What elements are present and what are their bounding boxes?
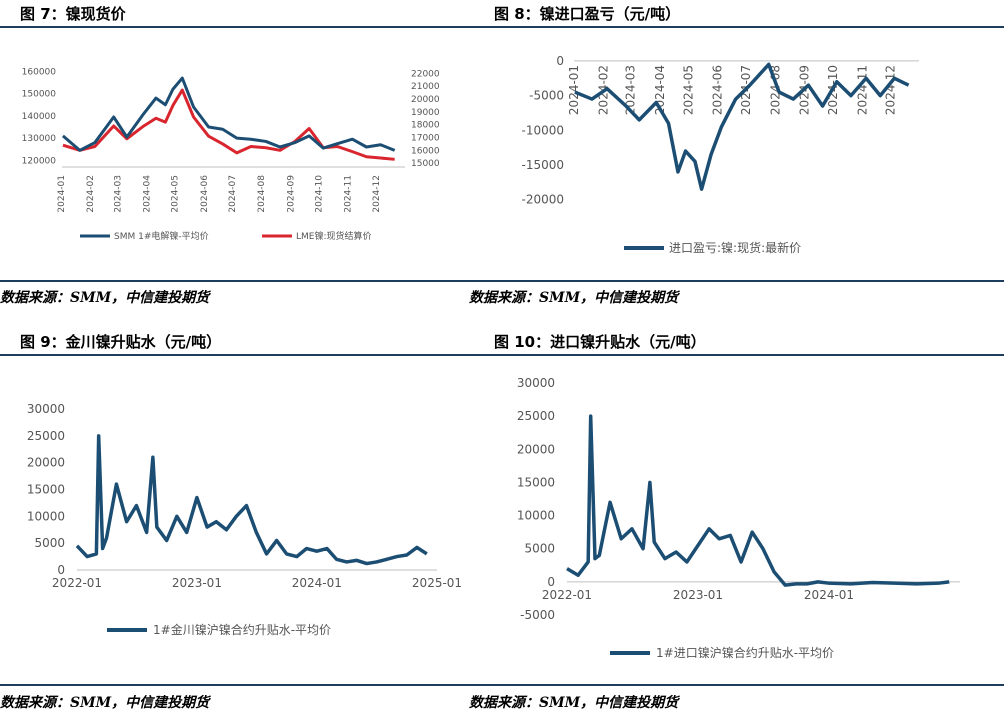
x-tick-label: 2024-01 — [567, 65, 581, 115]
source-note: 数据来源：SMM，中信建投期货 — [0, 695, 210, 711]
panel-title: 图 9：金川镍升贴水（元/吨） — [20, 333, 222, 351]
x-tick-label: 2024-03 — [113, 175, 123, 213]
y-tick-label-left: 160000 — [22, 67, 57, 77]
y-tick-label: 0 — [556, 54, 564, 68]
y-tick-label-right: 19000 — [411, 108, 440, 118]
series-line-premium — [566, 414, 950, 587]
chart-nickel-spot-price: 120000 130000 140000 150000 160000 15000 16000… — [22, 67, 440, 242]
y-tick-label: -15000 — [521, 158, 564, 172]
x-tick-label: 2025-01 — [412, 576, 462, 590]
y-tick-label-right: 16000 — [411, 146, 440, 156]
title-rule — [469, 26, 1004, 28]
y-tick-label: 10000 — [27, 509, 65, 523]
y-tick-label: 30000 — [517, 376, 555, 390]
title-rule — [0, 354, 475, 356]
legend-label: 进口盈亏:镍:现货:最新价 — [669, 240, 801, 255]
series-line-lme — [62, 88, 395, 161]
panel-title: 图 10：进口镍升贴水（元/吨） — [494, 333, 706, 351]
title-rule — [469, 354, 1004, 356]
series-line-premium — [75, 434, 428, 566]
x-tick-label: 2024-01 — [292, 576, 342, 590]
chart-imported-premium: -5000 0 5000 10000 15000 20000 25000 30000 2022-… — [517, 376, 960, 660]
y-tick-label: 10000 — [517, 509, 555, 523]
y-tick-label: -10000 — [521, 123, 564, 137]
y-tick-label-right: 18000 — [411, 121, 440, 131]
panel-title: 图 7：镍现货价 — [20, 5, 126, 23]
x-tick-label: 2024-03 — [624, 65, 638, 115]
y-tick-label: 30000 — [27, 402, 65, 416]
source-note: 数据来源：SMM，中信建投期货 — [469, 695, 679, 711]
y-tick-label-left: 140000 — [22, 112, 57, 122]
y-tick-label-left: 150000 — [22, 90, 57, 100]
source-note: 数据来源：SMM，中信建投期货 — [469, 290, 679, 306]
panel-nickel-spot-price: 图 7：镍现货价 120000 130000 140000 150000 160000 1… — [0, 0, 475, 306]
x-tick-label: 2024-11 — [344, 175, 354, 213]
y-tick-label-left: 130000 — [22, 134, 57, 144]
x-tick-label: 2023-01 — [673, 588, 723, 602]
legend-label: 1#金川镍沪镍合约升贴水-平均价 — [153, 622, 331, 637]
x-tick-label: 2024-10 — [314, 175, 324, 213]
x-tick-label: 2024-07 — [228, 175, 238, 213]
bottom-rule — [0, 684, 475, 686]
y-tick-label: -5000 — [529, 89, 564, 103]
series-line-import-profit — [574, 62, 910, 191]
bottom-rule — [469, 280, 1004, 282]
y-tick-label: 20000 — [27, 456, 65, 470]
source-note: 数据来源：SMM，中信建投期货 — [0, 290, 210, 306]
y-tick-label: 25000 — [517, 409, 555, 423]
y-tick-label: 0 — [57, 563, 65, 577]
x-tick-label: 2024-02 — [86, 175, 96, 213]
y-tick-label: 0 — [547, 575, 555, 589]
panel-import-profit: 图 8：镍进口盈亏（元/吨） 0 -5000 -10000 -15000 -20000 2… — [469, 0, 1004, 306]
x-tick-label: 2024-12 — [372, 175, 382, 213]
y-tick-label-right: 15000 — [411, 159, 440, 169]
bottom-rule — [0, 280, 475, 282]
x-tick-label: 2024-01 — [804, 588, 854, 602]
y-tick-label-right: 17000 — [411, 134, 440, 144]
y-tick-label-left: 120000 — [22, 156, 57, 166]
x-tick-label: 2024-06 — [200, 175, 210, 213]
x-tick-label: 2024-01 — [57, 175, 67, 213]
x-tick-label: 2024-06 — [711, 65, 725, 115]
series-line-smm — [61, 76, 396, 152]
y-tick-label: -5000 — [520, 608, 555, 622]
panel-imported-premium: 图 10：进口镍升贴水（元/吨） -5000 0 5000 10000 15000 200… — [469, 328, 1004, 722]
y-tick-label: 25000 — [27, 429, 65, 443]
y-tick-label: 5000 — [34, 536, 65, 550]
bottom-rule — [469, 684, 1004, 686]
x-tick-label: 2022-01 — [542, 588, 592, 602]
chart-jinchuan-premium: 0 5000 10000 15000 20000 25000 30000 2022-01 202… — [27, 402, 462, 637]
y-tick-label: 5000 — [524, 542, 555, 556]
panel-jinchuan-premium: 图 9：金川镍升贴水（元/吨） 0 5000 10000 15000 20000 2500… — [0, 328, 475, 722]
legend-label-smm: SMM 1#电解镍-平均价 — [114, 230, 209, 242]
y-tick-label: 20000 — [517, 442, 555, 456]
legend-label: 1#进口镍沪镍合约升贴水-平均价 — [656, 645, 834, 660]
x-tick-label: 2023-01 — [172, 576, 222, 590]
x-tick-label: 2024-09 — [286, 175, 296, 213]
legend-label-lme: LME镍:现货结算价 — [296, 230, 372, 242]
title-rule — [0, 26, 475, 28]
y-tick-label-right: 21000 — [411, 82, 440, 92]
y-tick-label: -20000 — [521, 193, 564, 207]
y-tick-label: 15000 — [27, 483, 65, 497]
panel-title: 图 8：镍进口盈亏（元/吨） — [494, 5, 681, 23]
x-tick-label: 2024-05 — [681, 65, 695, 115]
x-tick-label: 2022-01 — [52, 576, 102, 590]
y-tick-label: 15000 — [517, 475, 555, 489]
y-tick-label-right: 20000 — [411, 95, 440, 105]
x-tick-label: 2024-08 — [257, 175, 267, 213]
x-tick-label: 2024-04 — [143, 175, 153, 213]
x-tick-label: 2024-05 — [171, 175, 181, 213]
y-tick-label-right: 22000 — [411, 69, 440, 79]
